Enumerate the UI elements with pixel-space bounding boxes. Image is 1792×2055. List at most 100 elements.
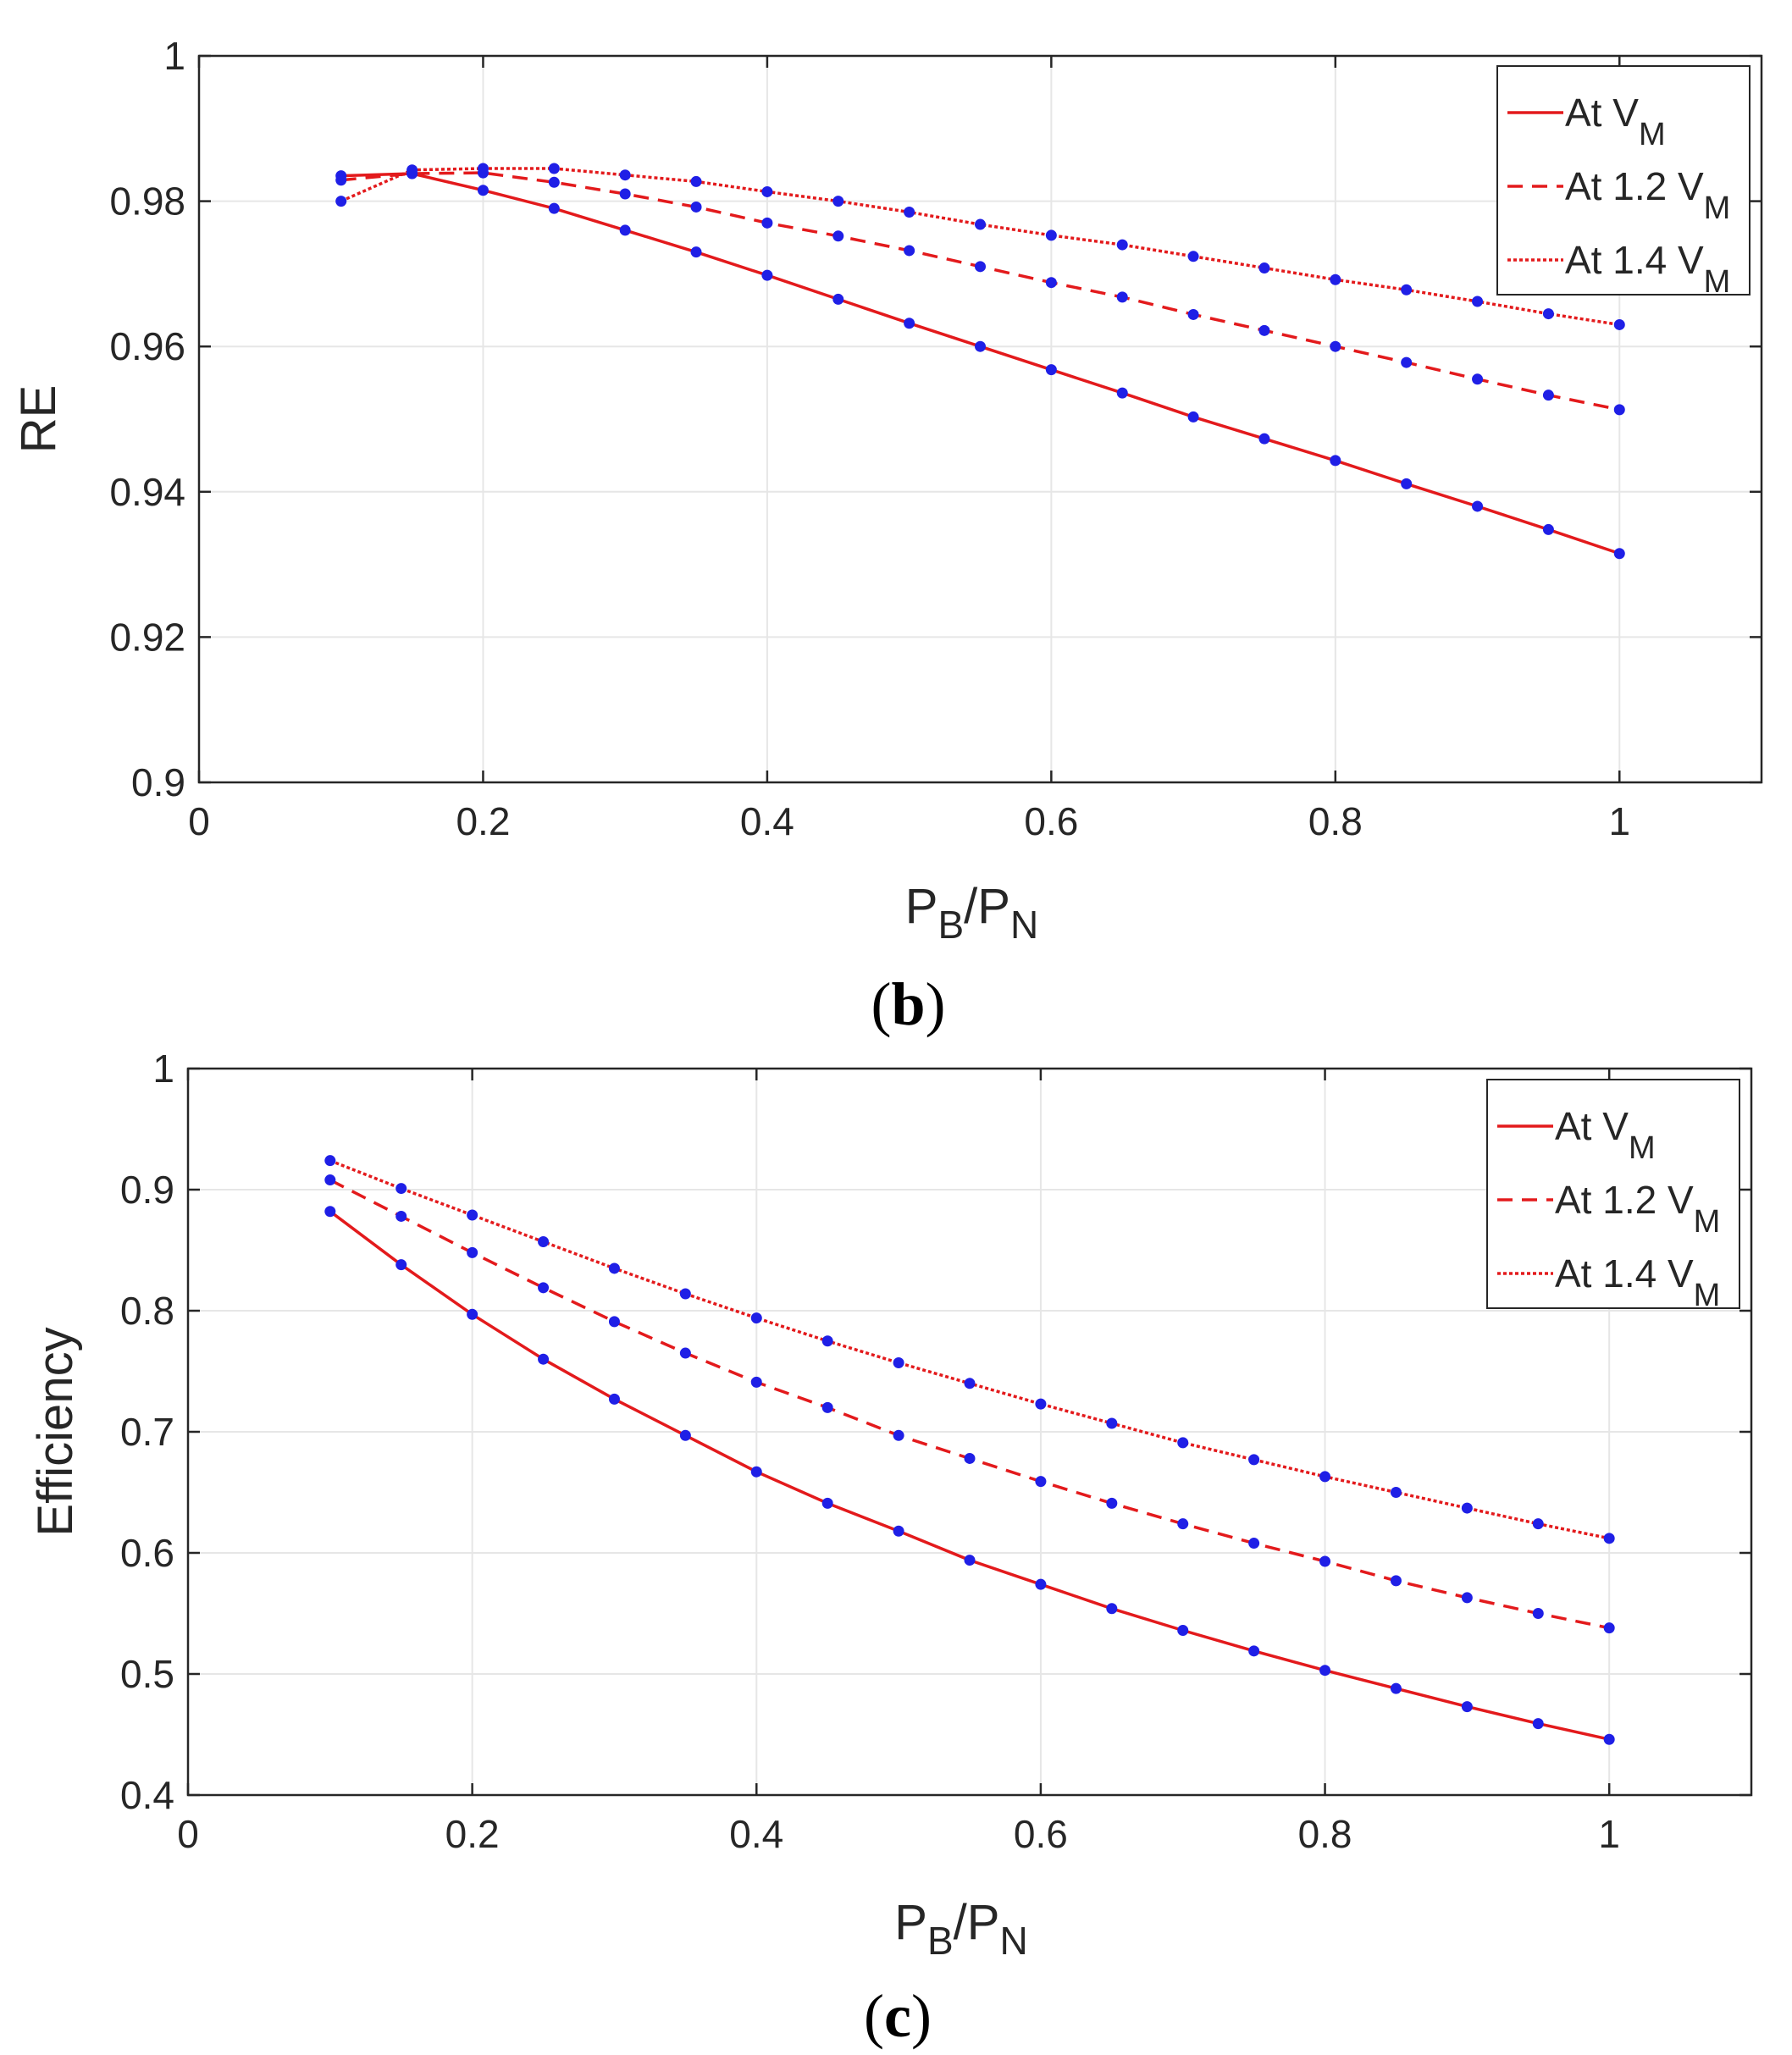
data-point [1401, 478, 1413, 489]
caption-close: ) [911, 1982, 932, 2050]
legend-box [1496, 65, 1751, 296]
legend-label-sub: M [1639, 117, 1666, 152]
chart-b: 0 0.2 0.4 0.6 0.8 1 0.9 0.92 0.94 0.96 0.98 1 RE PB/P… [11, 34, 1763, 1038]
legend-label-1: At 1.2 VM [1555, 1178, 1720, 1240]
data-point [1035, 1578, 1047, 1590]
data-point [821, 1335, 833, 1347]
data-point [1461, 1701, 1473, 1713]
data-point [904, 318, 915, 329]
data-point [608, 1316, 620, 1328]
legend-label-sub: M [1629, 1130, 1656, 1166]
x-axis-label-part: N [999, 1919, 1027, 1963]
data-point [1035, 1398, 1047, 1410]
y-tick-label: 0.9 [120, 1168, 174, 1212]
caption-letter: c [884, 1982, 911, 2050]
data-point [1106, 1417, 1118, 1429]
data-point [1461, 1592, 1473, 1604]
legend-label-main: At V [1555, 1104, 1629, 1148]
x-axis-label-part: B [937, 903, 964, 947]
x-tick-label: 0 [177, 1812, 199, 1856]
tick-marks [186, 1067, 1751, 1797]
data-point [1401, 284, 1413, 296]
data-point [1532, 1518, 1544, 1530]
legend-label-main: At 1.4 V [1555, 1251, 1694, 1295]
data-point [690, 175, 702, 187]
data-point [1035, 1476, 1047, 1488]
data-point [975, 340, 986, 352]
legend-label-0: At VM [1565, 91, 1666, 152]
data-point [395, 1210, 407, 1222]
x-tick-label: 0.6 [1024, 799, 1078, 843]
y-tick-label: 0.92 [109, 615, 185, 659]
data-point [1116, 387, 1128, 399]
data-point [1390, 1682, 1402, 1694]
data-point [1472, 500, 1484, 512]
data-point [1603, 1622, 1615, 1634]
data-point [761, 185, 773, 197]
data-point [324, 1174, 336, 1186]
y-tick-label: 0.9 [131, 760, 185, 804]
x-tick-label: 0.6 [1014, 1812, 1068, 1856]
data-point [761, 269, 773, 281]
legend-label-0: At VM [1555, 1104, 1656, 1166]
caption-letter: b [891, 970, 925, 1038]
y-tick-label: 0.5 [120, 1652, 174, 1696]
data-point [832, 293, 844, 305]
data-point [1330, 455, 1341, 467]
x-axis-label: PB/PN [905, 879, 1038, 947]
data-point [335, 196, 347, 207]
data-point [1390, 1575, 1402, 1587]
y-tick-label: 0.6 [120, 1531, 174, 1575]
data-point [964, 1452, 976, 1464]
panel-caption: (c) [864, 1982, 932, 2050]
x-axis-label: PB/PN [894, 1895, 1027, 1963]
data-point [467, 1209, 478, 1221]
data-point [1248, 1645, 1260, 1657]
data-point [538, 1235, 550, 1247]
data-point [750, 1466, 762, 1478]
x-tick-label: 1 [1598, 1812, 1620, 1856]
data-point [679, 1429, 691, 1441]
data-point [975, 218, 986, 230]
data-point [821, 1401, 833, 1413]
data-point [893, 1429, 904, 1441]
data-point [608, 1262, 620, 1274]
data-point [619, 169, 631, 181]
x-tick-label: 0.2 [445, 1812, 500, 1856]
x-axis-label-part: P [894, 1895, 927, 1950]
data-point [538, 1282, 550, 1294]
data-point [1187, 308, 1199, 320]
x-tick-label: 0.4 [729, 1812, 783, 1856]
data-point [1045, 277, 1057, 289]
y-tick-label: 0.7 [120, 1410, 174, 1454]
data-point [1542, 523, 1554, 535]
x-tick-label: 0.4 [740, 799, 794, 843]
data-point [1330, 273, 1341, 285]
series-line-0 [329, 1210, 1610, 1741]
y-tick-label: 0.8 [120, 1289, 174, 1333]
data-point [1106, 1497, 1118, 1509]
legend-label-sub: M [1704, 191, 1731, 226]
data-point [690, 201, 702, 213]
legend-label-1: At 1.2 VM [1565, 164, 1730, 226]
legend-label-2: At 1.4 VM [1555, 1251, 1720, 1313]
x-axis-label-part: B [927, 1919, 954, 1963]
data-point [1472, 373, 1484, 385]
data-point [1177, 1625, 1189, 1637]
data-point [1330, 340, 1341, 352]
data-point [1258, 324, 1270, 336]
data-point [1248, 1538, 1260, 1550]
data-point [477, 163, 489, 174]
data-point [1177, 1518, 1189, 1530]
data-point [395, 1259, 407, 1271]
data-point [548, 202, 560, 214]
y-tick-label: 0.96 [109, 324, 185, 368]
series-markers-2 [324, 1155, 1615, 1544]
x-tick-label: 0.2 [456, 799, 510, 843]
legend-label-sub: M [1694, 1204, 1721, 1240]
y-tick-label: 1 [152, 1047, 174, 1091]
data-point [467, 1246, 478, 1258]
plot-frame [197, 54, 1763, 784]
